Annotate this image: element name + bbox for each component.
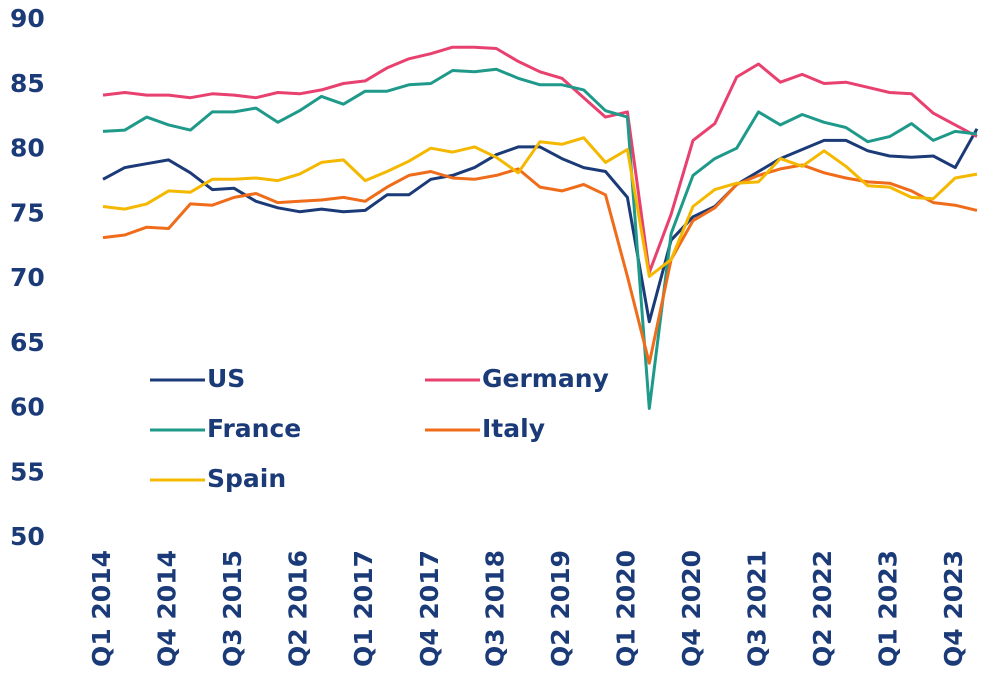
y-tick-label: 80	[10, 134, 45, 163]
line-series	[102, 128, 979, 324]
legend-label: France	[207, 414, 301, 443]
x-tick-label: Q1 2014	[87, 550, 116, 667]
y-tick-label: 70	[10, 263, 45, 292]
x-tick-label: Q2 2016	[284, 550, 313, 667]
x-tick-label: Q2 2022	[808, 550, 837, 667]
x-tick-label: Q1 2017	[349, 550, 378, 667]
x-tick-label: Q4 2023	[939, 550, 968, 667]
x-tick-label: Q4 2017	[415, 550, 444, 667]
x-tick-label: Q4 2020	[677, 550, 706, 667]
x-tick-label: Q1 2023	[874, 550, 903, 667]
y-tick-label: 75	[10, 198, 45, 227]
x-tick-label: Q3 2018	[480, 550, 509, 667]
legend-label: Spain	[207, 464, 286, 493]
y-tick-label: 85	[10, 69, 45, 98]
legend-label: Italy	[482, 414, 545, 443]
line-series	[102, 67, 978, 410]
legend-label: Germany	[482, 364, 609, 393]
line-series	[102, 45, 978, 274]
y-tick-label: 90	[10, 4, 45, 33]
line-series	[102, 163, 978, 365]
x-tick-label: Q3 2015	[218, 550, 247, 667]
x-tick-label: Q3 2021	[743, 550, 772, 667]
y-tick-label: 50	[10, 522, 45, 551]
y-tick-label: 65	[10, 328, 45, 357]
y-tick-label: 55	[10, 457, 45, 486]
legend-label: US	[207, 364, 245, 393]
x-tick-label: Q1 2020	[611, 550, 640, 667]
line-series	[102, 136, 978, 278]
y-tick-label: 60	[10, 393, 45, 422]
x-tick-label: Q4 2014	[153, 550, 182, 667]
x-tick-label: Q2 2019	[546, 550, 575, 667]
